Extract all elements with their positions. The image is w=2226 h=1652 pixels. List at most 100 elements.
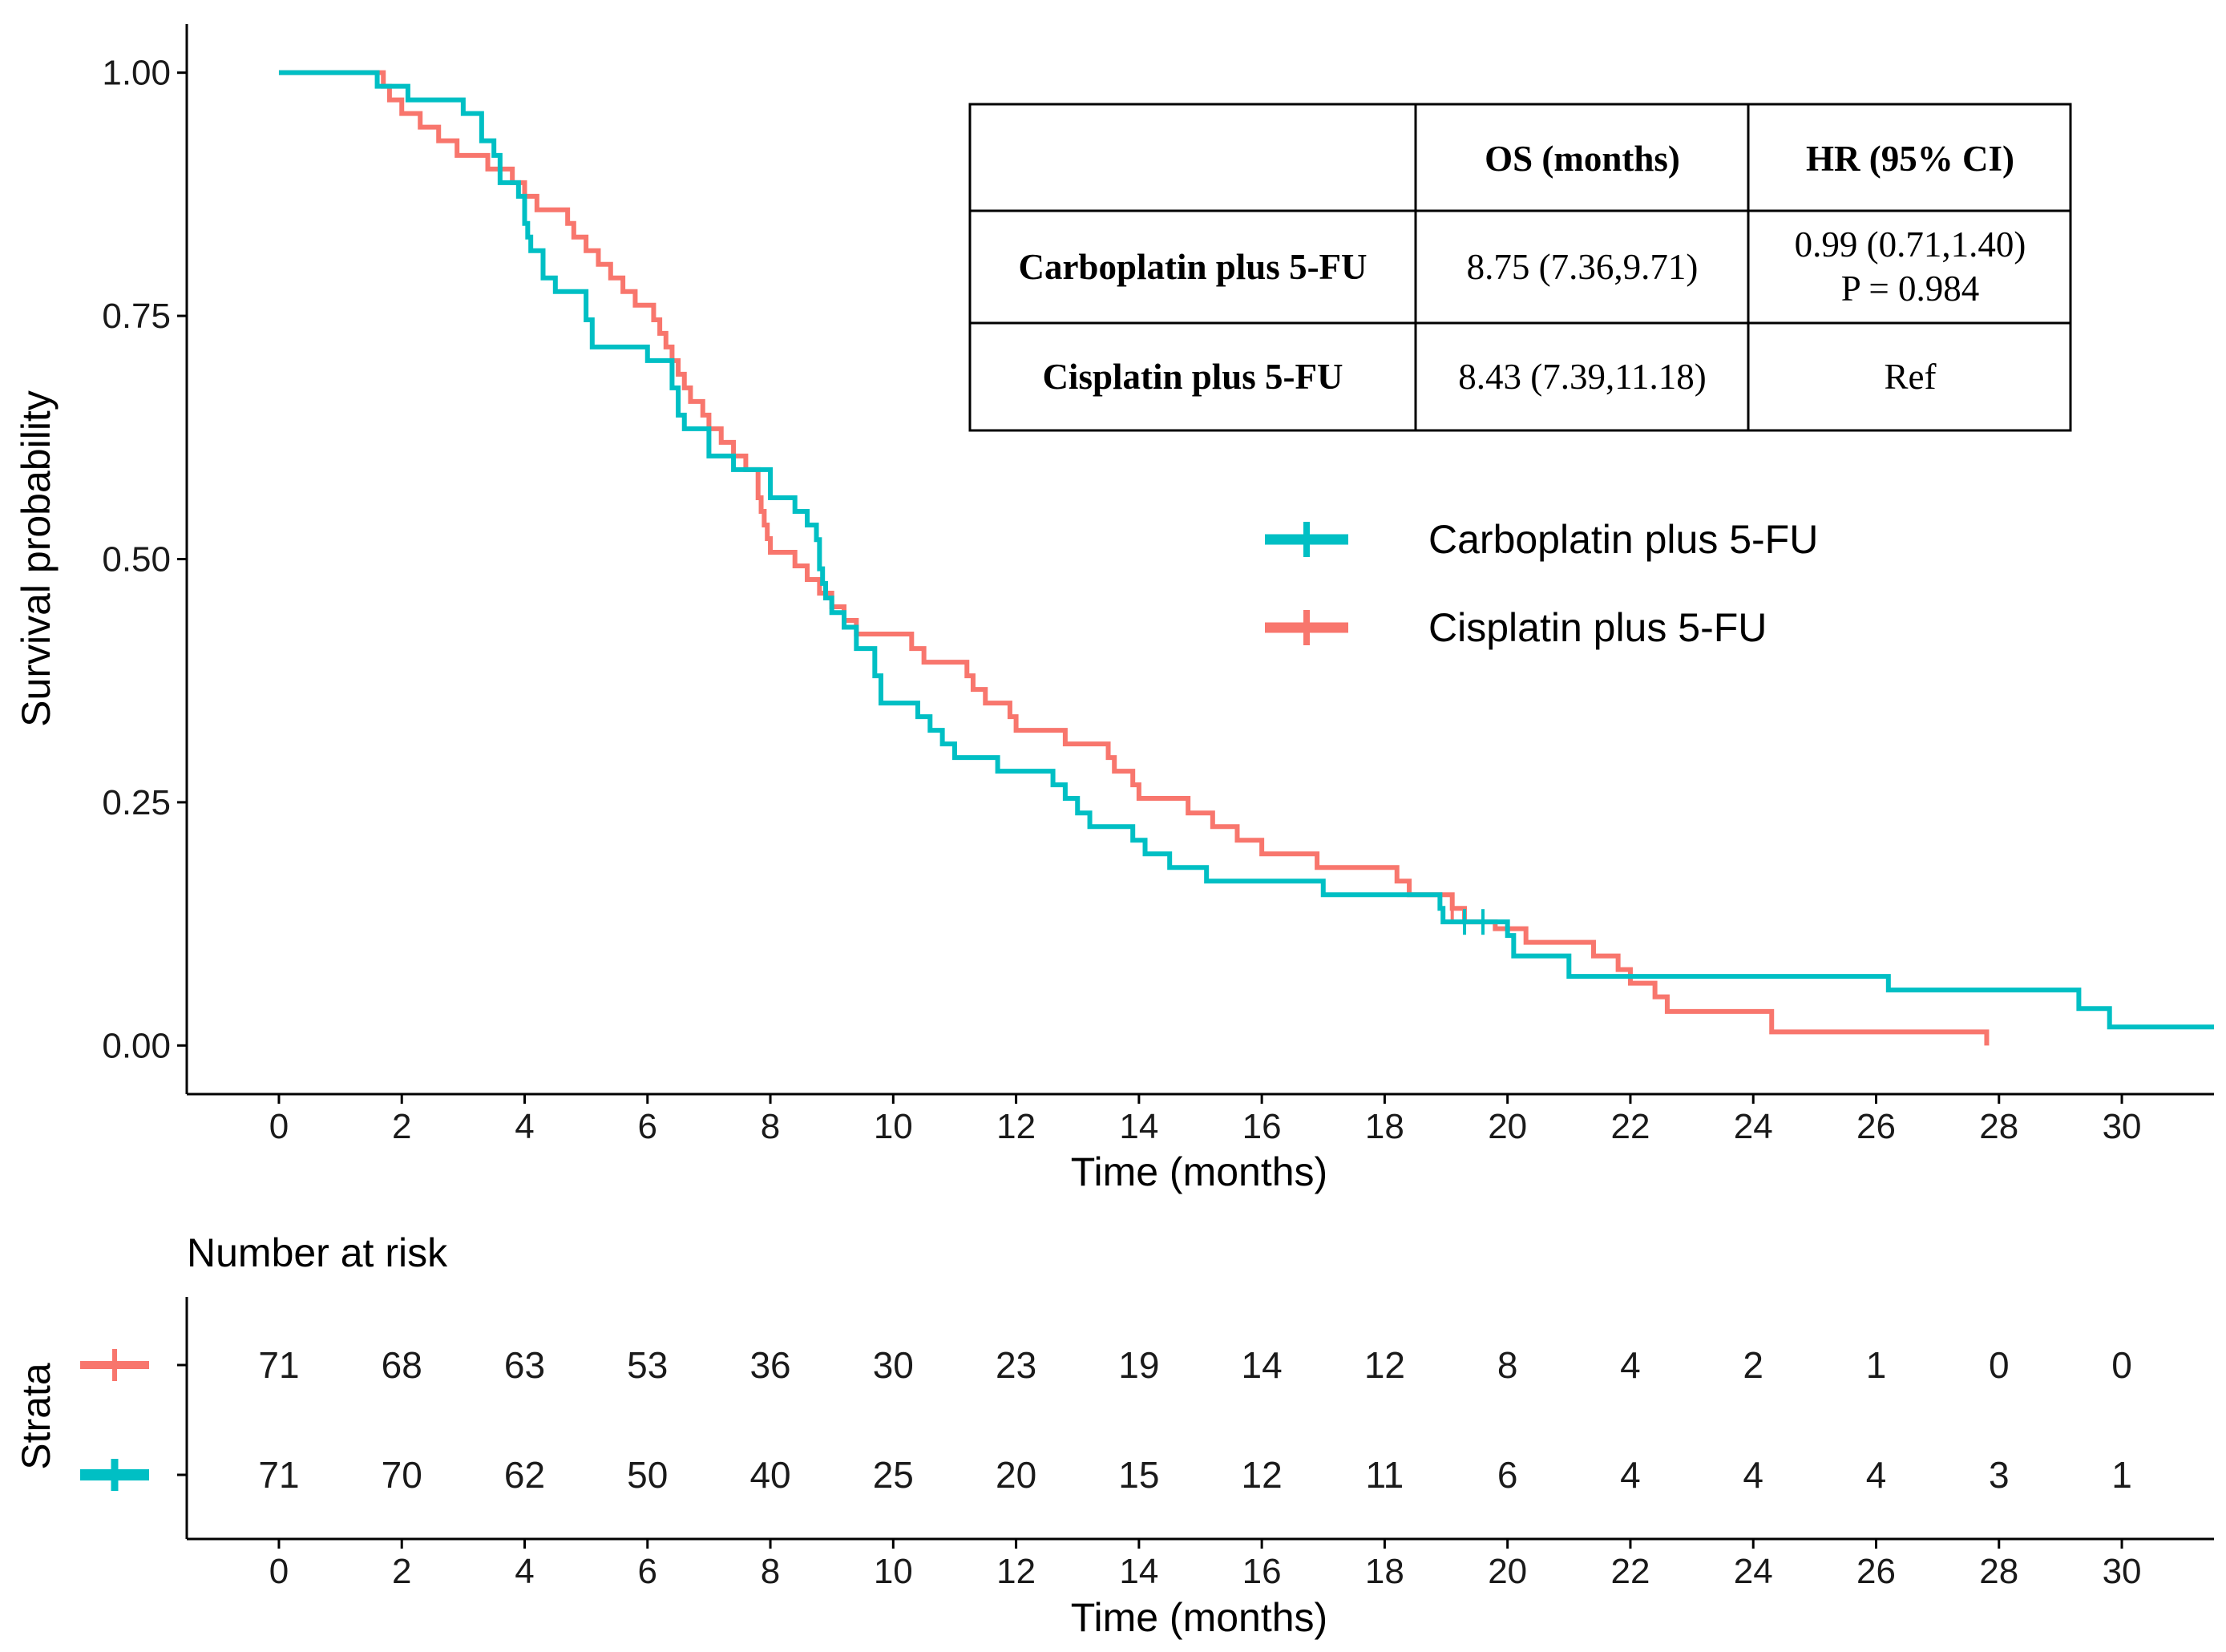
risk-count: 12 — [1242, 1454, 1283, 1496]
risk-x-tick-label: 22 — [1610, 1552, 1650, 1591]
risk-count: 50 — [627, 1454, 668, 1496]
risk-x-tick-label: 14 — [1119, 1552, 1158, 1591]
risk-x-tick-label: 10 — [874, 1552, 913, 1591]
x-axis-ticks: 0 2 4 6 8 10 12 14 16 18 20 22 24 26 28 30 — [269, 1094, 2142, 1146]
risk-count: 71 — [258, 1344, 299, 1386]
survival-plot: 0.000.250.500.751.00 0 2 4 6 8 10 12 14 16 18 20 22… — [14, 24, 2214, 1194]
risk-count: 1 — [2111, 1454, 2132, 1496]
legend-label: Carboplatin plus 5-FU — [1428, 517, 1818, 562]
risk-count: 30 — [873, 1344, 914, 1386]
risk-count: 20 — [996, 1454, 1036, 1496]
x-tick-label: 0 — [269, 1107, 289, 1146]
table-header-hr: HR (95% CI) — [1806, 139, 2014, 179]
km-curve-cisplatin — [278, 70, 1990, 1046]
risk-x-tick-label: 26 — [1856, 1552, 1896, 1591]
table-cell-os: 8.43 (7.39,11.18) — [1458, 357, 1707, 397]
table-border — [968, 103, 2072, 432]
legend-label: Cisplatin plus 5-FU — [1428, 605, 1767, 650]
y-axis-title: Survival probability — [14, 390, 59, 727]
risk-count: 15 — [1118, 1454, 1159, 1496]
table-header-os: OS (months) — [1485, 139, 1680, 179]
risk-x-tick-label: 18 — [1365, 1552, 1404, 1591]
x-tick-label: 2 — [392, 1107, 411, 1146]
x-axis-title: Time (months) — [1071, 1149, 1327, 1194]
risk-count: 4 — [1620, 1344, 1641, 1386]
risk-table-axes — [177, 1297, 2214, 1541]
x-tick-label: 16 — [1242, 1107, 1282, 1146]
risk-count: 1 — [1866, 1344, 1887, 1386]
risk-count: 0 — [2111, 1344, 2132, 1386]
risk-count: 71 — [258, 1454, 299, 1496]
risk-count: 6 — [1497, 1454, 1518, 1496]
risk-x-tick-label: 2 — [392, 1552, 411, 1591]
risk-x-tick-label: 16 — [1242, 1552, 1282, 1591]
risk-count: 3 — [1989, 1454, 2010, 1496]
x-tick-label: 14 — [1119, 1107, 1158, 1146]
legend: Carboplatin plus 5-FU Cisplatin plus 5-F… — [1265, 517, 1818, 650]
risk-x-tick-label: 30 — [2103, 1552, 2142, 1591]
km-curves — [278, 70, 2214, 1046]
risk-count: 68 — [382, 1344, 422, 1386]
x-tick-label: 18 — [1365, 1107, 1404, 1146]
table-cell-hr: Ref — [1885, 357, 1937, 397]
risk-table-counts: 71 68 63 53 36 30 23 19 14 12 8 4 2 1 0 071 70 62 50 40 25 20… — [258, 1344, 2131, 1496]
risk-count: 53 — [627, 1344, 668, 1386]
risk-x-tick-label: 12 — [996, 1552, 1036, 1591]
risk-count: 0 — [1989, 1344, 2010, 1386]
risk-x-tick-label: 4 — [515, 1552, 534, 1591]
table-cell-pvalue: P = 0.984 — [1841, 269, 1980, 309]
risk-table: Number at risk 71 68 63 53 36 30 23 19 14 12 8 4 2 1 0… — [14, 1230, 2214, 1640]
risk-count: 4 — [1743, 1454, 1763, 1496]
risk-count: 4 — [1866, 1454, 1887, 1496]
y-tick-label: 0.00 — [102, 1026, 171, 1065]
risk-table-strata-keys — [80, 1349, 149, 1491]
risk-table-title: Number at risk — [187, 1230, 448, 1275]
x-tick-label: 10 — [874, 1107, 913, 1146]
risk-table-x-ticks: 0 2 4 6 8 10 12 14 16 18 20 22 24 26 28 30 — [269, 1539, 2142, 1591]
risk-table-y-title: Strata — [14, 1363, 59, 1470]
x-tick-label: 30 — [2103, 1107, 2142, 1146]
risk-x-tick-label: 0 — [269, 1552, 289, 1591]
risk-count: 12 — [1364, 1344, 1405, 1386]
table-cell-hr: 0.99 (0.71,1.40) — [1795, 224, 2026, 265]
risk-count: 63 — [504, 1344, 545, 1386]
km-curve-carboplatin — [278, 70, 2214, 1030]
risk-count: 11 — [1366, 1454, 1404, 1496]
x-tick-label: 12 — [996, 1107, 1036, 1146]
x-tick-label: 20 — [1488, 1107, 1527, 1146]
risk-x-tick-label: 24 — [1734, 1552, 1773, 1591]
x-tick-label: 26 — [1856, 1107, 1896, 1146]
table-row-label: Cisplatin plus 5-FU — [1042, 357, 1343, 397]
y-tick-label: 0.50 — [102, 540, 171, 580]
risk-count: 4 — [1620, 1454, 1641, 1496]
x-tick-label: 28 — [1979, 1107, 2018, 1146]
y-tick-label: 0.25 — [102, 783, 171, 822]
risk-count: 62 — [504, 1454, 545, 1496]
risk-count: 36 — [749, 1344, 790, 1386]
risk-count: 40 — [749, 1454, 790, 1496]
risk-count: 2 — [1743, 1344, 1763, 1386]
table-row-label: Carboplatin plus 5-FU — [1018, 247, 1367, 287]
risk-x-tick-label: 28 — [1979, 1552, 2018, 1591]
y-tick-label: 0.75 — [102, 297, 171, 336]
y-tick-label: 1.00 — [102, 54, 171, 93]
x-tick-label: 24 — [1734, 1107, 1773, 1146]
risk-count: 14 — [1242, 1344, 1283, 1386]
risk-x-tick-label: 8 — [761, 1552, 780, 1591]
summary-table: OS (months) HR (95% CI) Carboplatin plus… — [968, 103, 2072, 432]
risk-count: 23 — [996, 1344, 1036, 1386]
legend-entry-carboplatin: Carboplatin plus 5-FU — [1265, 517, 1818, 562]
risk-table-x-title: Time (months) — [1071, 1595, 1327, 1640]
y-axis-ticks: 0.00 0.25 0.50 0.75 1.00 — [102, 54, 187, 1065]
risk-x-tick-label: 6 — [638, 1552, 657, 1591]
x-tick-label: 6 — [638, 1107, 657, 1146]
x-tick-label: 4 — [515, 1107, 534, 1146]
x-tick-label: 8 — [761, 1107, 780, 1146]
risk-count: 8 — [1497, 1344, 1518, 1386]
risk-count: 25 — [873, 1454, 914, 1496]
risk-x-tick-label: 20 — [1488, 1552, 1527, 1591]
risk-count: 19 — [1118, 1344, 1159, 1386]
risk-count: 70 — [382, 1454, 422, 1496]
legend-entry-cisplatin: Cisplatin plus 5-FU — [1265, 605, 1767, 650]
